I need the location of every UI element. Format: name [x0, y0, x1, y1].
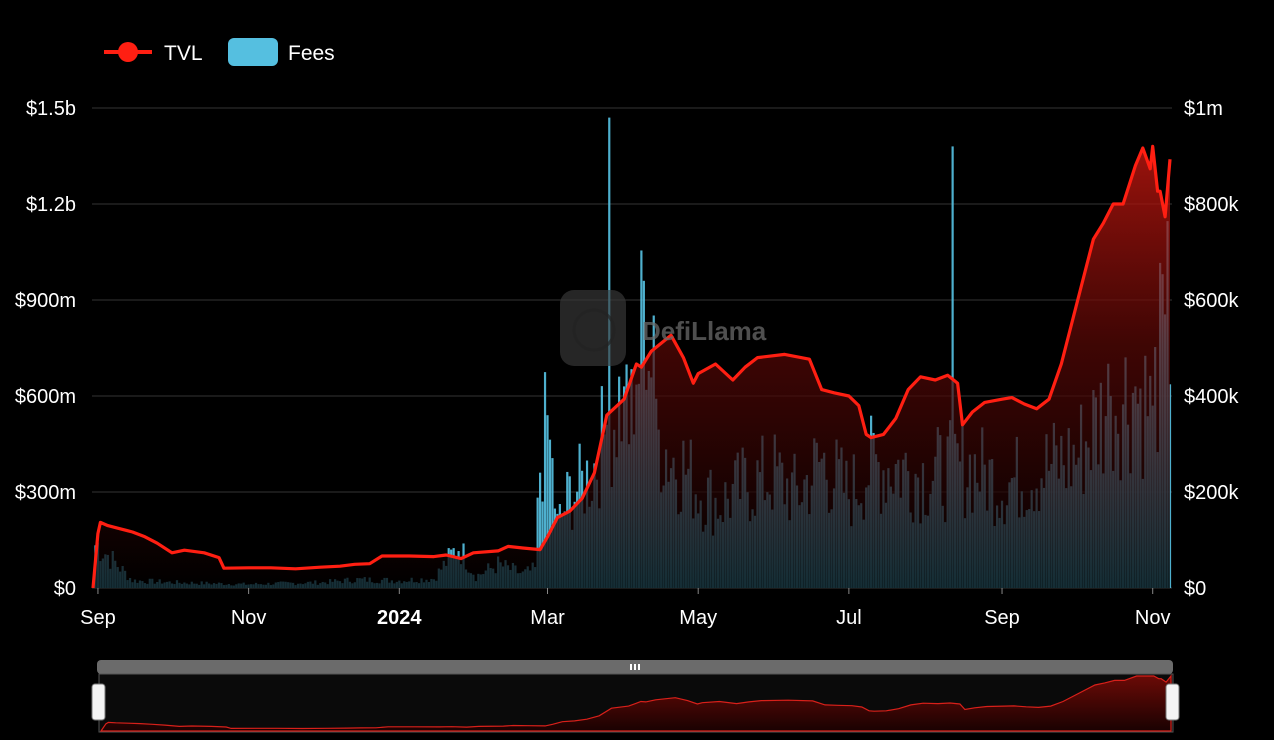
x-tick-label: 2024 [377, 607, 422, 629]
navigator-tvl-area [99, 674, 1172, 732]
right-tick-label: $0 [1184, 578, 1206, 600]
fees-bar [543, 372, 547, 588]
legend-fees-label: Fees [288, 42, 335, 65]
range-navigator[interactable] [91, 660, 1180, 733]
right-tick-label: $400k [1184, 386, 1239, 408]
x-tick-label: Sep [80, 607, 116, 629]
navigator-right-handle[interactable] [1165, 683, 1180, 721]
x-tick-label: May [679, 607, 717, 629]
left-tick-label: $1.5b [26, 98, 76, 120]
left-axis: $0 $300m $600m $900m $1.2b $1.5b [15, 98, 76, 600]
right-tick-label: $1m [1184, 98, 1223, 120]
left-tick-label: $0 [54, 578, 76, 600]
tvl-series [91, 144, 1172, 589]
llama-logo-icon [560, 290, 626, 366]
right-tick-label: $200k [1184, 482, 1239, 504]
fees-bar [546, 415, 549, 588]
navigator-grip-icon[interactable] [630, 664, 640, 670]
x-tick-label: Jul [836, 607, 862, 629]
llama-logo-ring-icon [572, 308, 616, 352]
left-tick-label: $900m [15, 290, 76, 312]
legend-tvl-dot-icon [118, 42, 138, 62]
x-tick-label: Nov [1135, 607, 1171, 629]
tvl-area [93, 146, 1170, 588]
fees-bar [536, 497, 539, 588]
watermark-text: DefiLlama [642, 316, 767, 346]
x-axis: Sep Nov 2024 Mar May Jul Sep Nov [80, 588, 1170, 629]
legend: TVL Fees [104, 38, 335, 66]
legend-tvl-label: TVL [164, 42, 203, 65]
fees-bar [551, 458, 554, 588]
x-tick-label: Nov [231, 607, 267, 629]
fees-bar [951, 146, 954, 588]
navigator-left-handle[interactable] [91, 683, 106, 721]
fees-bar [539, 472, 542, 588]
fees-bar [548, 439, 552, 588]
right-tick-label: $800k [1184, 194, 1239, 216]
left-tick-label: $300m [15, 482, 76, 504]
legend-item-fees[interactable]: Fees [228, 38, 335, 66]
right-axis: $0 $200k $400k $600k $800k $1m [1184, 98, 1239, 600]
tvl-line [91, 144, 1172, 589]
x-tick-label: Mar [530, 607, 565, 629]
right-tick-label: $600k [1184, 290, 1239, 312]
left-tick-label: $1.2b [26, 194, 76, 216]
watermark: DefiLlama [560, 290, 767, 366]
left-tick-label: $600m [15, 386, 76, 408]
legend-item-tvl[interactable]: TVL [104, 42, 203, 65]
legend-fees-swatch-icon [228, 38, 278, 66]
x-tick-label: Sep [984, 607, 1020, 629]
